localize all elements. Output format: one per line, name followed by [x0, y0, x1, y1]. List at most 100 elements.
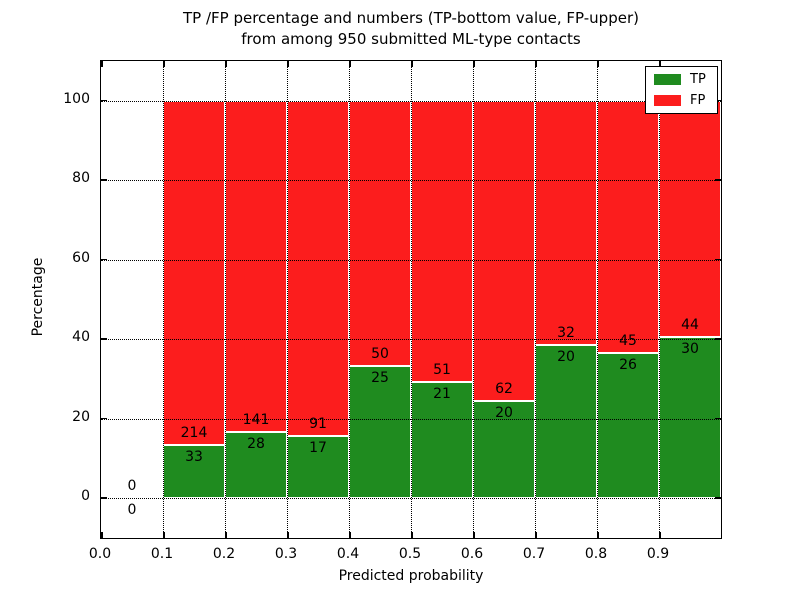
tp-count-label: 30	[681, 341, 699, 358]
tp-count-label: 28	[247, 436, 265, 453]
x-tick-mark	[535, 532, 537, 538]
x-tick-label: 0.5	[398, 546, 422, 562]
fp-legend-swatch	[654, 94, 681, 106]
horizontal-gridline	[101, 100, 721, 102]
tp-legend-label: TP	[690, 72, 706, 88]
y-tick-label: 60	[72, 249, 90, 266]
fp-bar-segment	[535, 100, 597, 346]
vertical-gridline	[597, 61, 598, 538]
vertical-gridline	[163, 61, 164, 538]
y-tick-label: 100	[63, 90, 90, 107]
tp-count-label: 17	[309, 439, 327, 456]
x-tick-mark	[225, 532, 227, 538]
tp-count-label: 20	[495, 405, 513, 422]
x-tick-mark	[597, 61, 599, 67]
x-tick-label: 0.7	[522, 546, 546, 562]
y-tick-mark	[101, 497, 107, 499]
x-tick-mark	[287, 61, 289, 67]
x-tick-mark	[659, 532, 661, 538]
y-tick-mark	[715, 417, 721, 420]
vertical-gridline	[659, 61, 660, 538]
tp-count-label: 25	[371, 369, 389, 386]
horizontal-gridline	[101, 498, 721, 500]
horizontal-gridline	[101, 259, 721, 261]
fp-bar-segment	[597, 100, 659, 353]
horizontal-gridline	[101, 418, 721, 420]
x-tick-mark	[597, 532, 599, 538]
x-tick-mark	[659, 61, 661, 67]
fp-count-label: 91	[309, 415, 327, 432]
x-tick-mark	[349, 61, 351, 67]
vertical-gridline	[287, 61, 288, 538]
x-tick-mark	[535, 61, 537, 67]
vertical-gridline	[473, 61, 474, 538]
x-tick-mark	[101, 532, 103, 538]
tp-count-label: 21	[433, 386, 451, 403]
legend: TP FP	[645, 66, 718, 114]
tp-count-label: 33	[185, 449, 203, 466]
fp-bar-segment	[163, 100, 225, 446]
tp-bar-segment	[225, 432, 287, 499]
x-tick-mark	[163, 532, 165, 538]
fp-bar-segment	[411, 100, 473, 383]
y-tick-mark	[715, 338, 721, 340]
fp-count-label: 50	[371, 345, 389, 362]
y-axis-label: Percentage	[30, 257, 46, 337]
chart-title: TP /FP percentage and numbers (TP-bottom…	[100, 8, 722, 50]
horizontal-gridline	[101, 180, 721, 182]
x-tick-mark	[101, 61, 103, 67]
legend-entry-tp: TP	[646, 72, 717, 87]
vertical-gridline	[349, 61, 350, 538]
x-tick-mark	[349, 532, 351, 538]
y-tick-mark	[715, 99, 721, 102]
fp-bar-segment	[659, 100, 721, 338]
tp-bar-segment	[163, 445, 225, 499]
tp-count-label: 26	[619, 356, 637, 373]
fp-bar-segment	[225, 100, 287, 433]
y-tick-label: 20	[72, 408, 90, 425]
fp-count-label: 51	[433, 362, 451, 379]
horizontal-gridline	[101, 339, 721, 341]
fp-bar-segment	[287, 100, 349, 436]
x-tick-mark	[411, 532, 413, 538]
legend-entry-fp: FP	[646, 93, 717, 108]
x-tick-label: 0.9	[646, 546, 670, 562]
vertical-gridline	[225, 61, 226, 538]
fp-legend-label: FP	[690, 92, 706, 108]
fp-count-label: 62	[495, 381, 513, 398]
y-tick-mark	[101, 338, 107, 340]
tp-legend-swatch	[654, 74, 681, 86]
vertical-gridline	[535, 61, 536, 538]
y-tick-label: 80	[72, 170, 90, 187]
x-tick-label: 0.4	[336, 546, 360, 562]
x-axis-label: Predicted probability	[338, 568, 484, 584]
y-tick-mark	[715, 179, 721, 181]
fp-count-label: 45	[619, 332, 637, 349]
x-tick-label: 0.3	[274, 546, 298, 562]
y-tick-mark	[715, 497, 721, 499]
x-tick-mark	[411, 61, 413, 67]
y-tick-mark	[101, 179, 107, 181]
x-tick-mark	[473, 532, 475, 538]
vertical-gridline	[411, 61, 412, 538]
x-tick-mark	[287, 532, 289, 538]
x-tick-mark	[225, 61, 227, 67]
fp-count-label: 44	[681, 317, 699, 334]
y-tick-mark	[101, 417, 107, 420]
x-tick-mark	[163, 61, 165, 67]
x-tick-label: 0.2	[212, 546, 236, 562]
y-tick-mark	[101, 258, 107, 261]
tp-count-label: 20	[557, 349, 575, 366]
y-tick-label: 0	[81, 488, 90, 505]
fp-bar-segment	[349, 100, 411, 366]
y-tick-mark	[101, 99, 107, 102]
fp-count-label: 0	[127, 478, 137, 495]
chart-title-line2: from among 950 submitted ML-type contact…	[241, 30, 581, 48]
fp-bar-segment	[473, 100, 535, 402]
tp-bar-segment	[349, 365, 411, 499]
x-tick-label: 0.0	[88, 546, 112, 562]
y-tick-mark	[715, 258, 721, 261]
fp-count-label: 32	[557, 325, 575, 342]
fp-count-label: 214	[180, 425, 208, 442]
